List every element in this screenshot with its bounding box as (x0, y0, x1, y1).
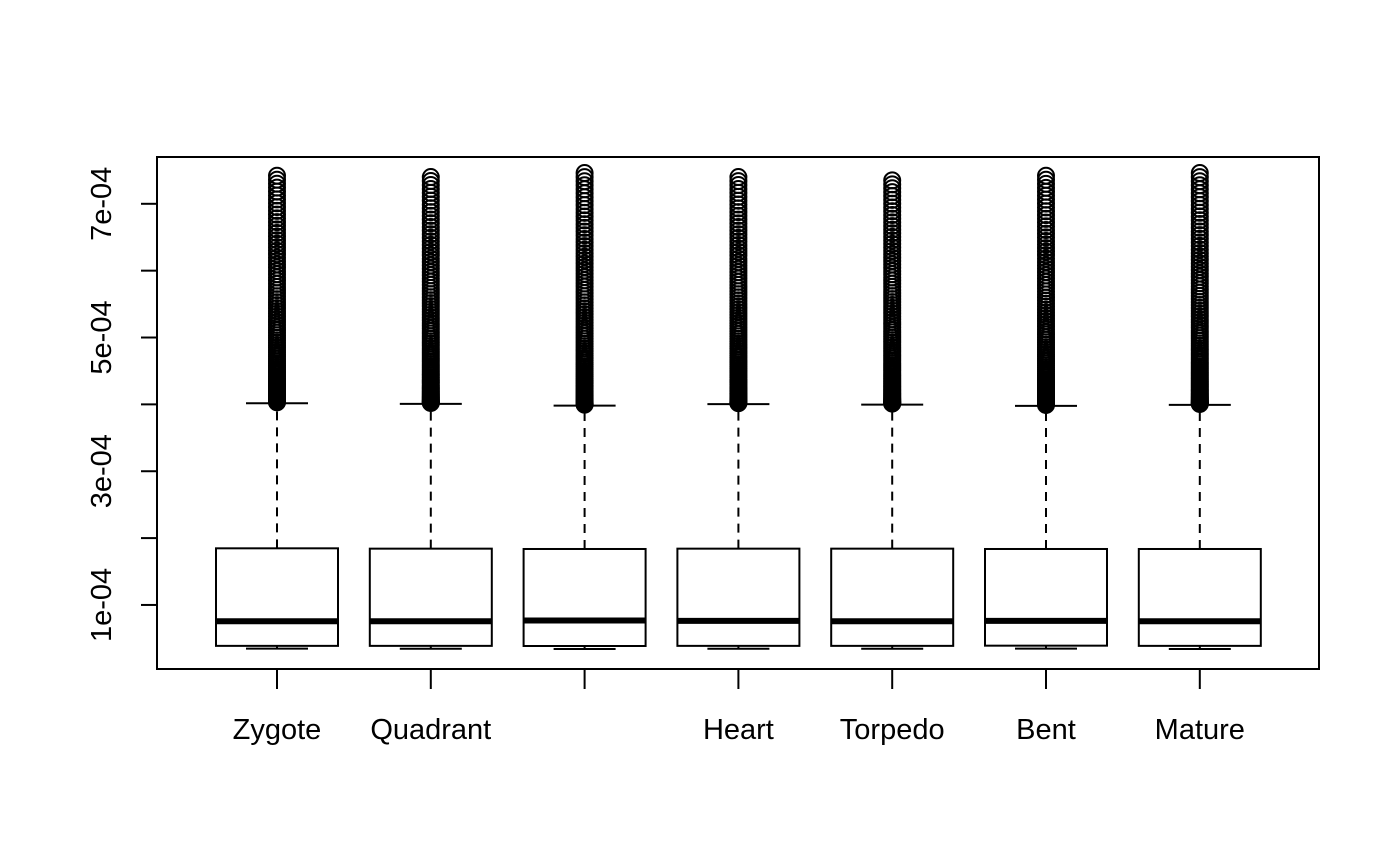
box-group (984, 166, 1108, 650)
iqr-box (522, 547, 647, 648)
x-tick-label: Mature (1155, 714, 1245, 746)
iqr-box (368, 547, 493, 647)
boxes-group (215, 164, 1262, 650)
y-axis: 1e-04 3e-04 5e-04 7e-04 (86, 167, 158, 642)
x-tick-label: Heart (703, 714, 774, 746)
box-group (676, 168, 801, 650)
outliers (729, 168, 748, 413)
box-group (215, 166, 339, 650)
outlier-point (268, 166, 286, 185)
box-group (830, 171, 955, 650)
y-tick-label: 7e-04 (86, 167, 118, 241)
box-group (368, 168, 493, 650)
x-tick-label: Torpedo (840, 714, 945, 746)
box-group (522, 164, 647, 650)
iqr-box (1137, 547, 1262, 647)
outliers (1037, 166, 1055, 414)
outlier-point (883, 171, 902, 190)
outlier-point (1190, 164, 1209, 183)
iqr-box (830, 547, 955, 647)
x-tick-label: Bent (1016, 714, 1076, 746)
outliers (421, 168, 440, 412)
outliers (1190, 164, 1209, 413)
y-tick-label: 3e-04 (86, 434, 118, 508)
outlier-point (729, 168, 748, 187)
x-axis: Zygote Quadrant Heart Torpedo Bent Mature (233, 669, 1245, 746)
outlier-point (1037, 166, 1055, 185)
outliers (268, 166, 286, 412)
y-tick-label: 1e-04 (86, 568, 118, 642)
outlier-point (575, 164, 594, 183)
iqr-box (215, 547, 339, 647)
x-tick-label: Zygote (233, 714, 322, 746)
box-group (1137, 164, 1262, 650)
iqr-box (984, 547, 1108, 647)
outliers (883, 171, 902, 413)
outlier-point (421, 168, 440, 187)
x-tick-label: Quadrant (370, 714, 491, 746)
y-tick-label: 5e-04 (86, 300, 118, 374)
outliers (575, 164, 594, 414)
iqr-box (676, 547, 801, 647)
